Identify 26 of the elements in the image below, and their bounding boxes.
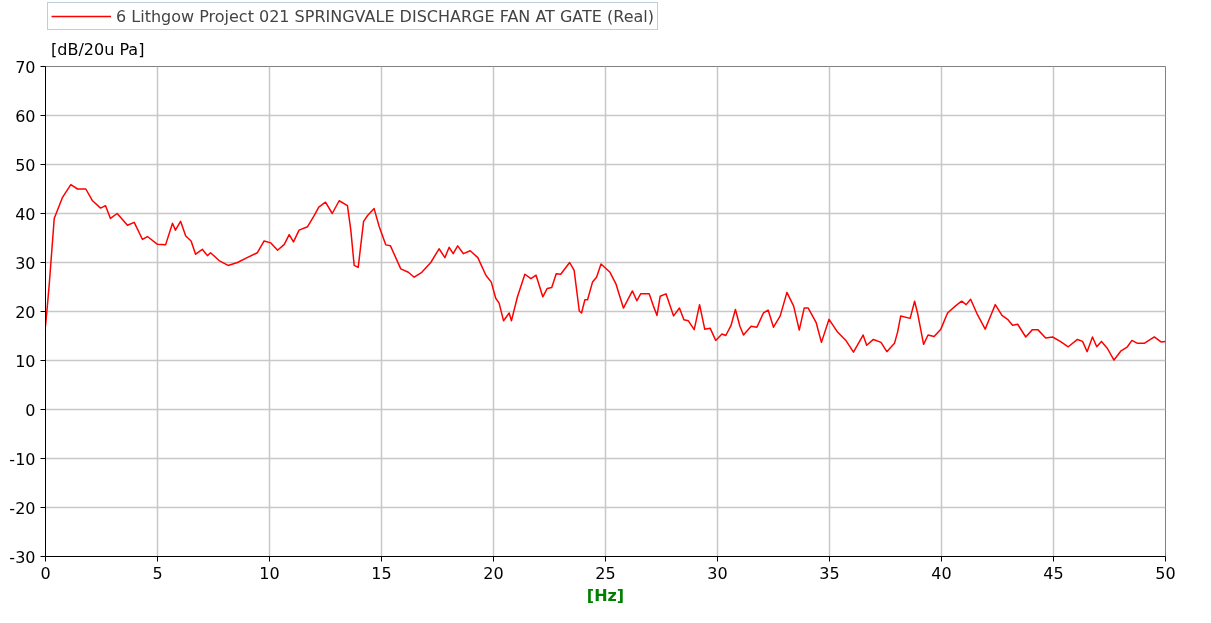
y-tick-label: 40 [15,204,36,224]
y-tick-label: -10 [9,449,36,469]
x-tick-label: 25 [595,563,616,583]
x-tick-label: 50 [1155,563,1176,583]
x-tick-label: 0 [40,563,51,583]
x-tick-label: 45 [1043,563,1064,583]
x-tick-label: 15 [371,563,392,583]
y-tick-label: 50 [15,155,36,175]
x-axis-title: [Hz] [586,585,625,605]
y-tick-label: 10 [15,351,36,371]
y-axis-title: [dB/20u Pa] [51,39,145,59]
line-series [45,183,1166,361]
y-tick-label: 20 [15,302,36,322]
legend-label: 6 Lithgow Project 021 SPRINGVALE DISCHARGE FAN AT GATE (Real) [116,6,654,26]
y-tick-label: 0 [25,400,36,420]
y-tick-label: 60 [15,106,36,126]
y-tick-label: 70 [15,57,36,77]
x-tick-label: 35 [819,563,840,583]
y-tick-label: 30 [15,253,36,273]
x-tick-label: 30 [707,563,728,583]
y-tick-label: -20 [9,498,36,518]
y-tick-label: -30 [9,547,36,567]
x-tick-label: 20 [483,563,504,583]
x-tick-label: 40 [931,563,952,583]
x-tick-label: 5 [152,563,163,583]
x-tick-label: 10 [259,563,280,583]
